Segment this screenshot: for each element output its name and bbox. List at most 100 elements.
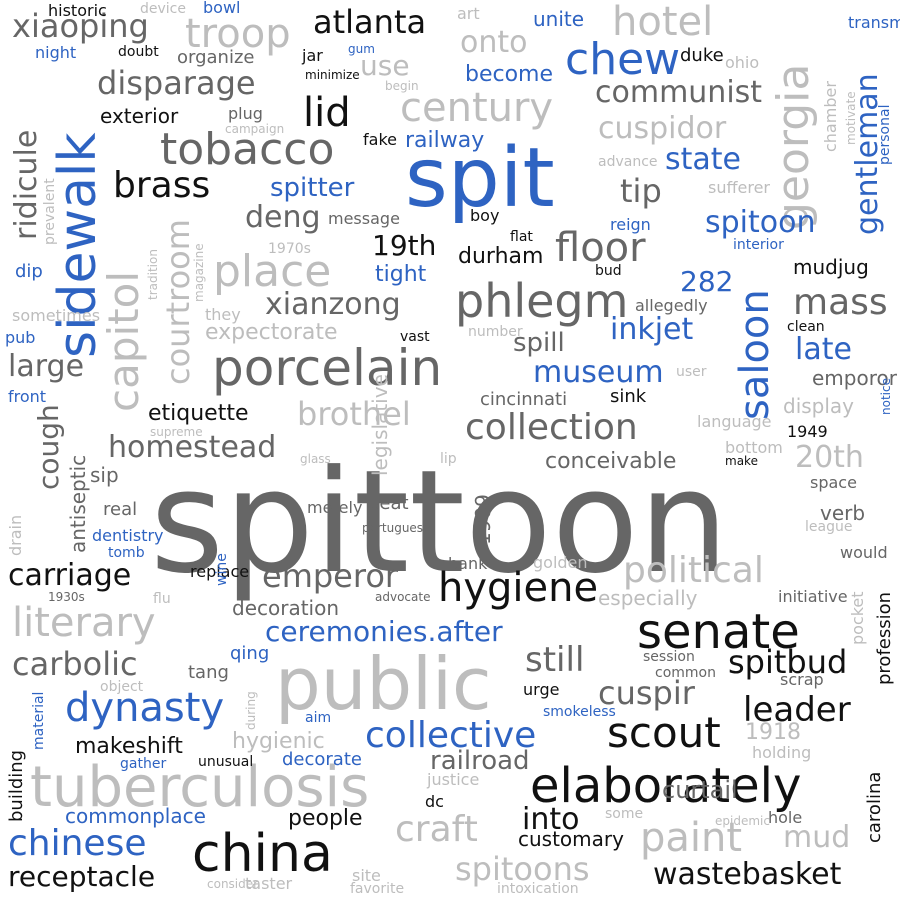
- word: taster: [245, 874, 293, 893]
- word: seat: [370, 493, 409, 514]
- word: sip: [90, 463, 119, 487]
- word: duke: [680, 45, 724, 66]
- word: bottom: [725, 438, 783, 457]
- word: chinese: [8, 823, 147, 864]
- word: site: [352, 866, 381, 885]
- word: spitter: [270, 173, 355, 203]
- word: tomb: [108, 545, 145, 561]
- word: antiseptic: [66, 454, 90, 553]
- word: boy: [470, 206, 500, 225]
- word: during: [244, 691, 258, 730]
- word: brothel: [297, 395, 411, 433]
- word: reign: [610, 215, 651, 234]
- word: courtroom: [159, 219, 197, 385]
- word: organize: [177, 47, 255, 68]
- word: commonplace: [65, 804, 206, 828]
- word: flu: [153, 591, 171, 607]
- word: decorate: [282, 749, 362, 770]
- word: pocket: [848, 591, 867, 645]
- word: saloon: [732, 289, 778, 420]
- word: inkjet: [610, 312, 694, 347]
- word: language: [697, 412, 772, 431]
- word: replace: [190, 562, 250, 581]
- word: tip: [620, 172, 662, 210]
- word: decoration: [232, 596, 340, 620]
- word: etiquette: [148, 401, 249, 426]
- word: hotel: [612, 0, 714, 45]
- word: troop: [185, 11, 291, 57]
- word: communist: [595, 75, 763, 110]
- word: public: [275, 642, 492, 726]
- word: building: [6, 749, 27, 822]
- word: century: [400, 85, 554, 131]
- word: gum: [348, 42, 375, 56]
- word: aim: [305, 710, 332, 726]
- word: museum: [533, 355, 664, 390]
- word: unusual: [198, 754, 254, 770]
- word: display: [783, 394, 855, 418]
- word: railway: [405, 128, 485, 153]
- word: large: [8, 349, 85, 384]
- word: ceremonies.after: [265, 615, 503, 648]
- word: 1949: [787, 422, 828, 441]
- word: durham: [458, 244, 544, 269]
- word: pub: [5, 328, 36, 347]
- word: phlegm: [455, 274, 629, 328]
- word: user: [676, 364, 707, 380]
- word: bowl: [203, 0, 241, 17]
- word: holding: [752, 743, 812, 762]
- word: profession: [874, 591, 895, 685]
- word: ohio: [725, 53, 760, 72]
- word: tight: [375, 262, 427, 287]
- word: transmission: [848, 13, 900, 32]
- word: material: [31, 691, 47, 750]
- word: deng: [245, 200, 321, 235]
- word: literary: [12, 600, 156, 646]
- word: hygienic: [232, 729, 325, 754]
- word: smokeless: [543, 704, 616, 720]
- word: elaborately: [530, 758, 802, 814]
- word: common: [655, 665, 716, 681]
- word: consider: [207, 877, 259, 891]
- word: mud: [783, 820, 851, 855]
- word: carriage: [8, 558, 132, 593]
- word: plug: [228, 104, 263, 123]
- word: spitoons: [455, 850, 590, 888]
- word: capitol: [99, 271, 148, 412]
- word: they: [205, 305, 241, 324]
- word: leader: [743, 690, 851, 730]
- word: expectorate: [205, 320, 338, 345]
- word: lid: [303, 90, 351, 136]
- word: exterior: [100, 104, 179, 128]
- word: verb: [820, 501, 866, 525]
- word: xianzong: [265, 287, 401, 322]
- word: 282: [680, 265, 734, 298]
- word: brass: [113, 165, 211, 206]
- word: tobacco: [160, 124, 335, 175]
- word: space: [810, 473, 857, 492]
- word: sink: [610, 386, 647, 407]
- word: porcelain: [212, 339, 443, 397]
- word: advocate: [375, 590, 431, 604]
- word: vast: [400, 329, 430, 345]
- word: supreme: [150, 425, 203, 439]
- word: portuguese: [362, 521, 431, 535]
- word: chamber: [821, 81, 840, 152]
- word: place: [213, 246, 332, 297]
- word: late: [795, 332, 852, 367]
- word: political: [623, 550, 764, 591]
- word: cuspidor: [598, 111, 727, 146]
- word: league: [805, 519, 853, 535]
- word: 1918: [745, 720, 801, 745]
- word: dynasty: [65, 685, 225, 731]
- word: use: [360, 49, 410, 82]
- word: become: [465, 62, 554, 87]
- word: unite: [533, 7, 585, 31]
- word: conceivable: [545, 449, 677, 474]
- word: carolina: [864, 771, 885, 843]
- word: advance: [598, 154, 658, 170]
- word: qing: [230, 643, 270, 664]
- word: golden: [533, 553, 588, 572]
- word: interior: [733, 237, 784, 253]
- word: wine: [214, 553, 230, 586]
